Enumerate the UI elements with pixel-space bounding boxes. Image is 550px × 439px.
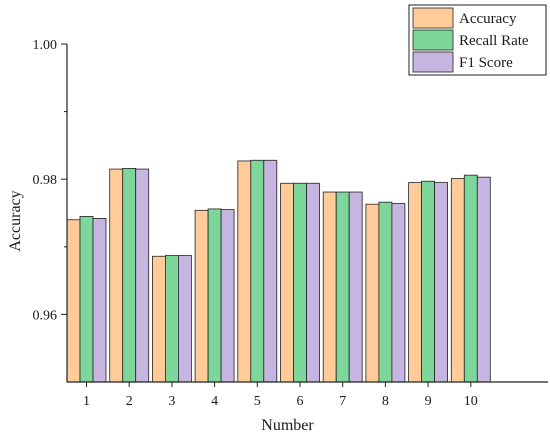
x-tick-label: 1 xyxy=(83,394,90,409)
x-tick-label: 8 xyxy=(382,394,389,409)
bar-recall-rate-4 xyxy=(207,208,222,383)
bar-f1-score-10 xyxy=(476,176,491,383)
bar-accuracy-8 xyxy=(365,203,380,383)
x-tick-label: 10 xyxy=(464,394,478,409)
y-tick-label: 1.00 xyxy=(33,38,58,53)
bar-recall-rate-10 xyxy=(463,174,478,383)
bar-recall-rate-8 xyxy=(378,201,393,383)
x-tick-label: 7 xyxy=(339,394,346,409)
x-tick-label: 6 xyxy=(297,394,304,409)
bar-recall-rate-2 xyxy=(122,167,137,383)
bar-accuracy-10 xyxy=(450,178,465,383)
legend-label-accuracy: Accuracy xyxy=(459,11,517,27)
bar-f1-score-9 xyxy=(434,182,449,383)
bar-recall-rate-1 xyxy=(79,215,94,383)
bar-f1-score-1 xyxy=(92,218,107,383)
bar-f1-score-4 xyxy=(220,209,235,383)
bar-accuracy-1 xyxy=(66,219,81,383)
bar-f1-score-7 xyxy=(348,191,363,383)
x-tick-label: 2 xyxy=(126,394,133,409)
bar-accuracy-9 xyxy=(408,182,423,383)
bar-accuracy-5 xyxy=(237,160,252,383)
x-tick-label: 5 xyxy=(254,394,261,409)
legend-swatch-f1-score xyxy=(412,51,454,73)
bar-f1-score-5 xyxy=(263,159,278,383)
y-tick-label: 0.96 xyxy=(33,308,58,323)
bar-recall-rate-6 xyxy=(293,182,307,383)
bar-accuracy-3 xyxy=(151,255,166,383)
y-axis-title: Accuracy xyxy=(7,190,24,251)
bar-accuracy-4 xyxy=(194,209,209,383)
bar-recall-rate-9 xyxy=(421,180,436,383)
axes-group: 1 2 3 4 5 6 7 8 9 10 0.96 0.98 1.00 xyxy=(33,38,548,409)
legend: Accuracy Recall Rate F1 Score xyxy=(408,4,547,76)
y-tick-label: 0.98 xyxy=(33,173,58,188)
bar-accuracy-2 xyxy=(109,168,124,383)
x-tick-label: 3 xyxy=(168,394,175,409)
bars-group xyxy=(66,159,491,383)
legend-swatch-recall-rate xyxy=(412,29,454,51)
legend-swatch-accuracy xyxy=(412,7,454,29)
bar-f1-score-8 xyxy=(391,203,406,383)
bar-f1-score-6 xyxy=(306,182,320,383)
x-tick-label: 9 xyxy=(425,394,432,409)
bar-recall-rate-7 xyxy=(335,191,350,383)
x-tick-label: 4 xyxy=(211,394,218,409)
x-axis-title: Number xyxy=(261,417,314,434)
bar-f1-score-3 xyxy=(177,255,192,383)
bar-recall-rate-5 xyxy=(250,159,265,383)
bar-accuracy-6 xyxy=(280,182,294,383)
bar-f1-score-2 xyxy=(135,168,150,383)
bar-recall-rate-3 xyxy=(164,255,179,383)
legend-label-f1-score: F1 Score xyxy=(459,55,513,71)
bar-accuracy-7 xyxy=(322,191,337,383)
legend-label-recall-rate: Recall Rate xyxy=(459,33,529,49)
